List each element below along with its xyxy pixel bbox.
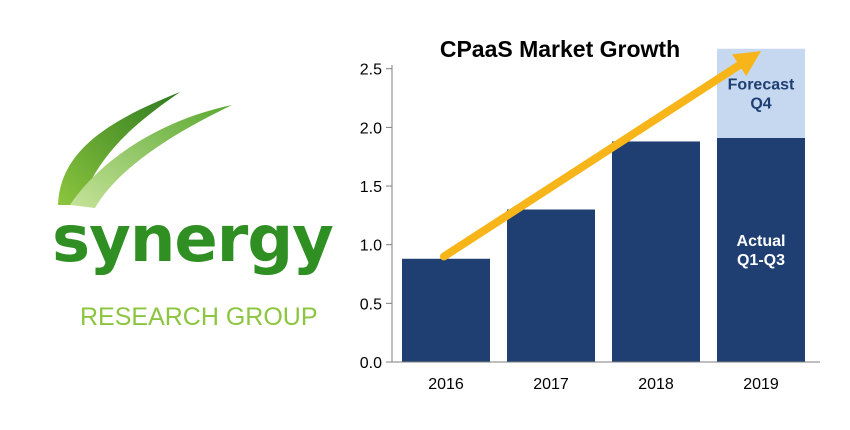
annotation-label: Forecast [728, 76, 795, 93]
chart-title: CPaaS Market Growth [440, 36, 680, 62]
annotation-label: Q4 [750, 95, 771, 112]
logo-word: synergy [52, 203, 334, 277]
y-tick-label: 2.5 [360, 62, 382, 79]
bar-2017-series-1 [507, 209, 595, 362]
y-tick-label: 0.5 [360, 296, 382, 313]
y-tick-label: 0.0 [360, 355, 382, 372]
bar-2019-series-1 [717, 137, 805, 362]
trend-arrow-head [732, 51, 761, 77]
annotation-label: Q1-Q3 [737, 252, 785, 269]
trend-arrow-shaft [440, 61, 744, 261]
y-tick-label: 1.5 [360, 179, 382, 196]
logo-swoosh-icon [58, 92, 232, 208]
x-tick-label: 2017 [533, 376, 569, 393]
logo-subtitle: RESEARCH GROUP [80, 303, 318, 331]
y-tick-label: 1.0 [360, 238, 382, 255]
x-tick-label: 2018 [638, 376, 674, 393]
x-tick-label: 2019 [743, 376, 779, 393]
bar-2016-series-1 [402, 258, 490, 362]
y-tick-label: 2.0 [360, 120, 382, 137]
plot-area: 0.0 0.5 1.0 1.5 2.0 2.5 2016 2017 2018 2019 Foreca… [360, 48, 820, 393]
bar-2018-series-1 [612, 141, 700, 362]
annotation-label: Actual [737, 233, 786, 250]
x-tick-label: 2016 [428, 376, 464, 393]
synergy-logo: synergy RESEARCH GROUP [0, 0, 334, 425]
bar-2019-series-2 [717, 48, 805, 138]
bar-chart: CPaaS Market Growth 0.0 0.5 1.0 1.5 2.0 2.5 20… [360, 36, 820, 393]
